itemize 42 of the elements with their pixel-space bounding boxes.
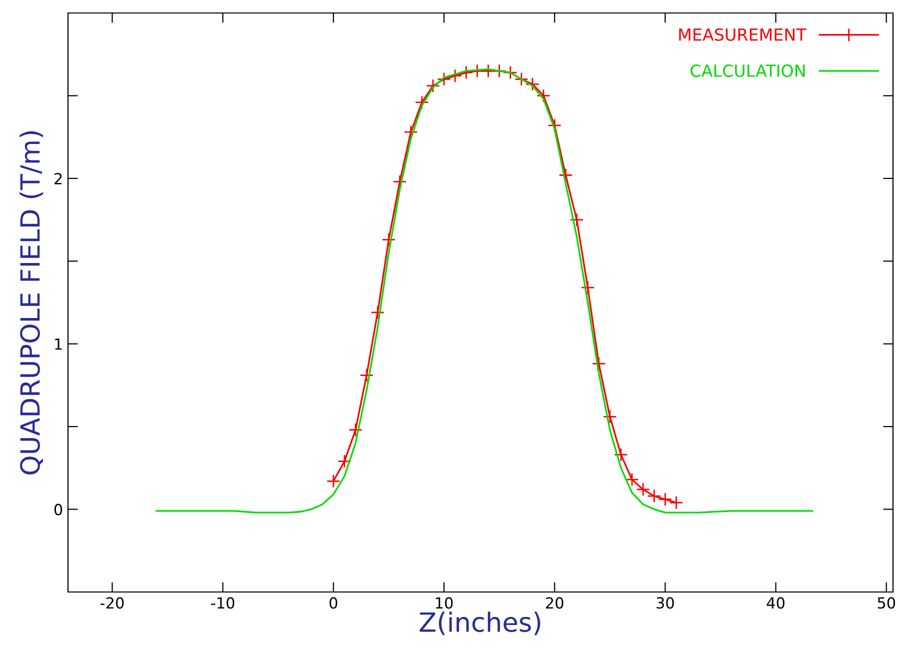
legend-label: MEASUREMENT (679, 28, 806, 41)
point (326, 474, 340, 488)
point (536, 88, 550, 103)
point (570, 212, 584, 227)
x-tick-label: -20 (100, 597, 124, 609)
point (370, 305, 385, 320)
point (658, 492, 672, 506)
point (382, 232, 396, 247)
point (614, 448, 628, 462)
point (414, 95, 429, 110)
y-axis-title: QUADRUPOLE FIELD (T/m) (20, 131, 44, 474)
y-tick-label: 1 (55, 338, 62, 350)
x-tick-label: 40 (766, 597, 784, 609)
x-tick-label: 20 (546, 597, 564, 609)
point (448, 68, 462, 83)
point (348, 422, 362, 437)
point (514, 72, 528, 86)
point (338, 454, 352, 468)
x-tick-label: 0 (330, 597, 338, 609)
point (647, 489, 662, 503)
y-tick-label: 0 (54, 504, 62, 516)
y-tick-label: 2 (54, 172, 62, 184)
x-tick-label: 10 (436, 597, 453, 609)
point (492, 64, 506, 78)
point (503, 66, 518, 80)
point (404, 125, 418, 140)
point (592, 356, 606, 371)
legend-label: CALCULATION (690, 64, 805, 78)
point (558, 168, 573, 182)
point (526, 77, 540, 92)
point (580, 280, 595, 295)
x-tick-label: 30 (656, 597, 674, 609)
point (426, 78, 440, 93)
point (625, 472, 639, 486)
point (360, 368, 374, 382)
x-tick-label: 50 (878, 597, 896, 609)
point (636, 482, 650, 496)
x-axis-title: Z(inches) (420, 612, 540, 636)
point (437, 72, 451, 86)
point (669, 496, 684, 510)
x-tick-label: -10 (211, 597, 234, 609)
point (602, 410, 617, 424)
